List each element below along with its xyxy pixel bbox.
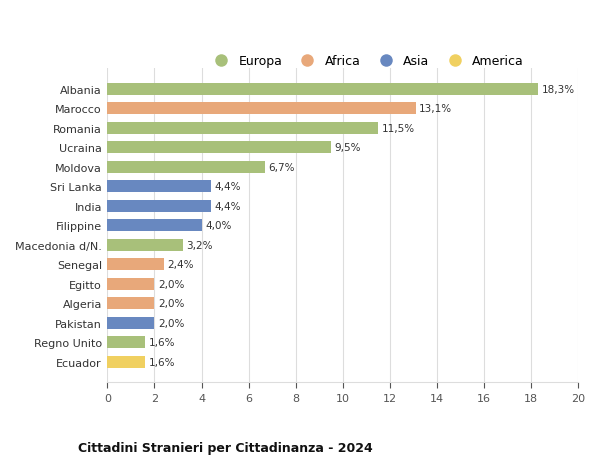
Text: 3,2%: 3,2% (186, 240, 213, 250)
Text: 18,3%: 18,3% (541, 84, 575, 95)
Text: 13,1%: 13,1% (419, 104, 452, 114)
Bar (107, 317, 154, 329)
Text: 1,6%: 1,6% (149, 357, 175, 367)
Text: 4,4%: 4,4% (214, 182, 241, 192)
Bar (107, 278, 154, 290)
Text: 1,6%: 1,6% (149, 338, 175, 347)
Text: Cittadini Stranieri per Cittadinanza - 2024: Cittadini Stranieri per Cittadinanza - 2… (78, 442, 373, 454)
Text: 9,5%: 9,5% (334, 143, 361, 153)
Bar (107, 181, 211, 193)
Bar (107, 239, 183, 251)
Legend: Europa, Africa, Asia, America: Europa, Africa, Asia, America (203, 50, 529, 73)
Text: 4,0%: 4,0% (205, 221, 232, 231)
Text: 2,0%: 2,0% (158, 279, 184, 289)
Bar (107, 142, 331, 154)
Text: 2,4%: 2,4% (167, 260, 194, 270)
Bar (107, 356, 145, 368)
Bar (107, 297, 154, 310)
Text: 2,0%: 2,0% (158, 318, 184, 328)
Bar (107, 161, 265, 174)
Bar (107, 84, 538, 95)
Bar (107, 123, 378, 134)
Bar (107, 200, 211, 213)
Text: 4,4%: 4,4% (214, 202, 241, 211)
Text: 6,7%: 6,7% (269, 162, 295, 172)
Bar (107, 336, 145, 349)
Bar (107, 220, 202, 232)
Text: 2,0%: 2,0% (158, 299, 184, 308)
Text: 11,5%: 11,5% (382, 123, 415, 134)
Bar (107, 259, 164, 271)
Bar (107, 103, 416, 115)
